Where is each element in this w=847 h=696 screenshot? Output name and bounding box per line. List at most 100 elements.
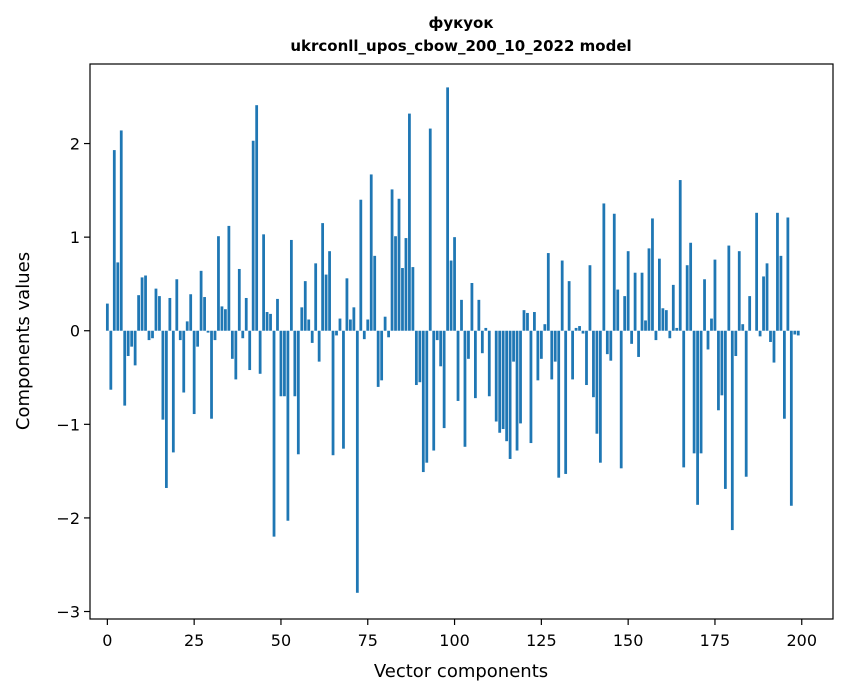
bar [529, 330, 533, 444]
bar [144, 275, 147, 331]
x-tick-label: 175 [700, 631, 731, 650]
bar [168, 297, 172, 331]
bar [644, 320, 647, 331]
bar [713, 259, 717, 331]
bar [560, 260, 564, 331]
bar [776, 212, 779, 331]
bar [557, 330, 561, 478]
bar [237, 268, 241, 331]
bar [477, 299, 481, 331]
bar [605, 330, 609, 355]
bar [227, 225, 231, 331]
x-tick-label: 25 [184, 631, 204, 650]
y-axis-label: Components values [13, 252, 34, 430]
y-tick-label: −2 [56, 509, 80, 528]
bar [484, 327, 488, 331]
bar [442, 330, 446, 429]
bar [335, 330, 338, 336]
bar [571, 330, 574, 380]
bar [581, 330, 585, 334]
bar [456, 330, 460, 401]
bar [536, 330, 540, 381]
bar [487, 330, 491, 397]
bar [574, 327, 578, 331]
x-axis-ticks: 0 25 50 75 100 125 150 175 200 [102, 619, 817, 650]
bar [296, 330, 300, 455]
bar [730, 330, 734, 531]
bar [182, 330, 186, 393]
y-tick-label: 0 [70, 322, 80, 341]
bar [519, 330, 522, 424]
x-tick-label: 200 [786, 631, 817, 650]
bar [689, 242, 693, 331]
bar [397, 198, 401, 331]
bar [602, 203, 606, 331]
bar [234, 330, 238, 380]
bar [258, 330, 262, 374]
bar [651, 218, 654, 331]
bar [664, 310, 668, 331]
bar [533, 312, 536, 331]
bar [140, 277, 144, 331]
bar [133, 330, 137, 366]
bar [164, 330, 168, 488]
bar [338, 318, 342, 331]
bar [272, 330, 276, 537]
chart-subtitle: ukrconll_upos_cbow_200_10_2022 model [290, 37, 631, 55]
bar [376, 330, 380, 387]
bar [366, 319, 370, 331]
bar [435, 330, 439, 341]
bar [737, 251, 741, 331]
bar [421, 330, 425, 473]
bar [612, 213, 616, 331]
plot-frame [89, 63, 834, 620]
bar [414, 330, 418, 386]
bar [796, 330, 800, 336]
bar [706, 330, 710, 350]
bar [154, 288, 158, 331]
bar [390, 189, 394, 331]
bar [126, 330, 130, 357]
bar [224, 309, 227, 331]
bar [567, 281, 571, 331]
bar [151, 330, 154, 339]
bar [682, 330, 686, 468]
bar [408, 113, 411, 331]
bar [460, 299, 463, 331]
bar [668, 330, 672, 339]
bar [345, 278, 349, 331]
bar [633, 272, 637, 331]
bar [630, 330, 634, 344]
bar [463, 330, 467, 447]
bar [123, 330, 127, 406]
bar [550, 330, 554, 380]
bar [609, 330, 613, 361]
bar [779, 255, 783, 331]
bar [526, 312, 529, 331]
bar [769, 330, 772, 342]
bar [269, 313, 272, 331]
bar [300, 307, 304, 331]
x-tick-label: 100 [439, 631, 470, 650]
bar [137, 295, 140, 331]
bar [619, 330, 623, 469]
bar [303, 281, 307, 331]
bar [109, 330, 113, 390]
bar [425, 330, 429, 463]
bar [265, 312, 269, 331]
bar [696, 330, 699, 505]
bar [289, 239, 293, 331]
y-axis-ticks: −3 −2 −1 0 1 2 [56, 135, 90, 622]
bar [220, 306, 224, 331]
bar [310, 330, 314, 343]
bar [755, 212, 759, 331]
bar [262, 234, 265, 331]
bar [661, 308, 665, 331]
bar [175, 279, 179, 331]
bar [494, 330, 498, 422]
bar [505, 330, 509, 442]
bar [244, 297, 248, 331]
bar [342, 330, 345, 449]
bar [355, 330, 359, 593]
